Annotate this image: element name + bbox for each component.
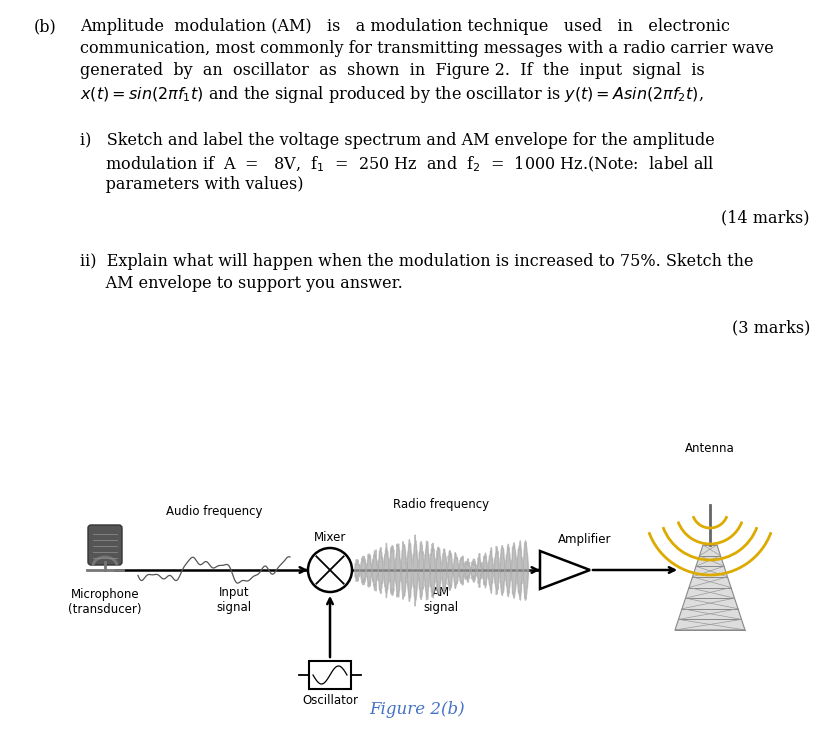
Text: $x(t) = sin(2\pi f_1 t)$ and the signal produced by the oscillator is $y(t) = As: $x(t) = sin(2\pi f_1 t)$ and the signal … — [80, 84, 704, 105]
Text: Oscillator: Oscillator — [302, 694, 358, 707]
Text: communication, most commonly for transmitting messages with a radio carrier wave: communication, most commonly for transmi… — [80, 40, 774, 57]
Text: ii)  Explain what will happen when the modulation is increased to 75%. Sketch th: ii) Explain what will happen when the mo… — [80, 254, 753, 270]
Bar — [309, 661, 351, 689]
Text: Mixer: Mixer — [314, 531, 346, 544]
Text: (3 marks): (3 marks) — [731, 319, 810, 336]
Text: AM envelope to support you answer.: AM envelope to support you answer. — [80, 276, 403, 292]
Text: Radio frequency: Radio frequency — [393, 498, 489, 511]
Text: Amplitude  modulation (AM)   is   a modulation technique   used   in   electroni: Amplitude modulation (AM) is a modulatio… — [80, 18, 730, 35]
Polygon shape — [540, 551, 590, 589]
Text: (14 marks): (14 marks) — [721, 209, 810, 227]
Text: parameters with values): parameters with values) — [80, 176, 304, 194]
Text: Audio frequency: Audio frequency — [166, 505, 262, 518]
Text: Figure 2(b): Figure 2(b) — [369, 701, 465, 718]
Text: Microphone
(transducer): Microphone (transducer) — [68, 588, 142, 616]
Text: generated  by  an  oscillator  as  shown  in  Figure 2.  If  the  input  signal : generated by an oscillator as shown in F… — [80, 62, 705, 79]
Text: Antenna: Antenna — [685, 442, 735, 455]
Text: i)   Sketch and label the voltage spectrum and AM envelope for the amplitude: i) Sketch and label the voltage spectrum… — [80, 132, 715, 149]
Circle shape — [308, 548, 352, 592]
Text: Input
signal: Input signal — [217, 586, 252, 614]
FancyBboxPatch shape — [88, 525, 122, 565]
Text: modulation if  A  =   8V,  f$_1$  =  250 Hz  and  f$_2$  =  1000 Hz.(Note:  labe: modulation if A = 8V, f$_1$ = 250 Hz and… — [80, 154, 715, 174]
Text: Amplifier: Amplifier — [558, 533, 612, 546]
Text: (b): (b) — [34, 18, 57, 35]
Text: AM
signal: AM signal — [424, 586, 459, 614]
Polygon shape — [675, 545, 745, 630]
